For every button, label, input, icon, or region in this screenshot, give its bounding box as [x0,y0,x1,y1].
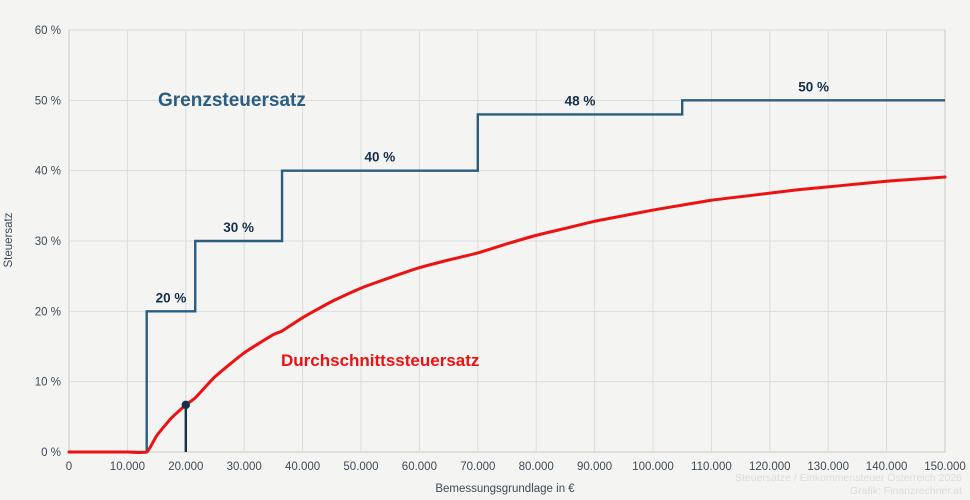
x-tick-label: 120.000 [749,461,791,473]
y-tick-label: 50 % [35,95,61,107]
step-rate-labels: 20 % 30 % 40 % 48 % 50 % [156,79,829,305]
x-tick-label: 40.000 [285,461,320,473]
watermark-line-1: Steuersätze / Einkommensteuer Österreich… [735,472,962,484]
y-tick-label: 40 % [35,166,61,178]
marker-dot [181,400,190,410]
x-tick-label: 140.000 [866,461,908,473]
y-tick-label: 0 % [41,447,61,459]
series-label-durchschnittssteuersatz: Durchschnittssteuersatz [281,351,479,370]
y-axis-tick-labels: 0 % 10 % 20 % 30 % 40 % 50 % 60 % [35,25,61,459]
y-axis-title: Steuersatz [3,212,15,267]
series-label-grenzsteuersatz: Grenzsteuersatz [158,90,306,111]
step-rate-label: 30 % [223,220,254,235]
x-tick-label: 80.000 [519,461,554,473]
data-point-marker [181,400,190,452]
y-tick-label: 30 % [35,236,61,248]
x-tick-label: 130.000 [807,461,849,473]
x-tick-label: 150.000 [924,461,966,473]
average-tax-rate-line [67,175,947,455]
watermark-line-2: Grafik: Finanzrechner.at [850,485,962,497]
x-tick-label: 50.000 [343,461,378,473]
x-tick-label: 0 [66,461,72,473]
marginal-tax-rate-step-line [69,99,945,454]
x-tick-label: 100.000 [632,461,674,473]
y-tick-label: 60 % [35,25,61,37]
step-rate-label: 48 % [565,93,596,108]
step-rate-label: 50 % [798,79,829,94]
x-tick-label: 70.000 [460,461,495,473]
step-rate-label: 40 % [365,150,396,165]
x-tick-label: 20.000 [168,461,203,473]
marginal-rate-step-path [69,99,945,454]
x-tick-label: 110.000 [691,461,732,473]
average-rate-curve-path [67,175,947,455]
step-rate-label: 20 % [156,290,187,305]
y-tick-label: 10 % [35,377,61,389]
x-tick-label: 90.000 [577,461,612,473]
x-axis-title: Bemessungsgrundlage in € [435,483,575,495]
x-tick-label: 60.000 [402,461,437,473]
y-tick-label: 20 % [35,306,61,318]
x-axis-tick-labels: 0 10.000 20.000 30.000 40.000 50.000 60.000 70.… [66,461,966,473]
x-tick-label: 30.000 [227,461,262,473]
x-tick-label: 10.000 [110,461,145,473]
